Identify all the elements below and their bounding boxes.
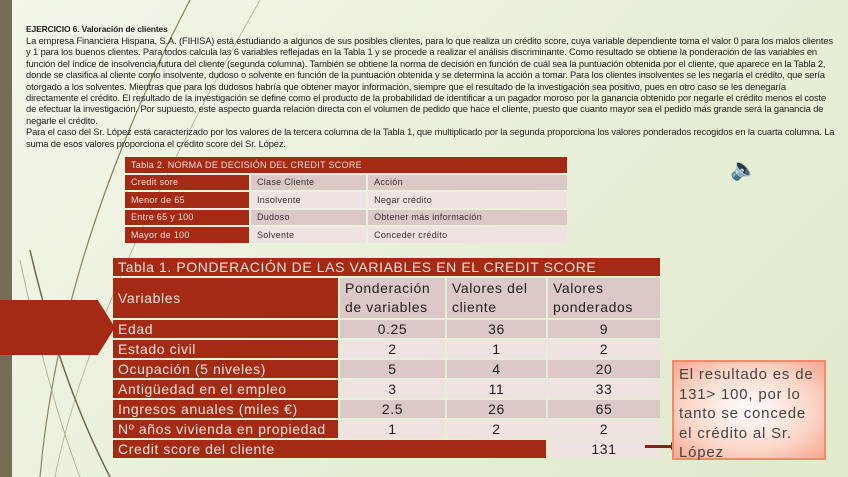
cell: Insolvente [250,192,367,208]
cell: Ocupación (5 niveles) [113,360,338,378]
table-row: Mayor de 100 Solvente Conceder crédito [125,227,567,243]
cell: 20 [548,360,660,378]
cell: 36 [447,320,546,338]
cell: 4 [447,360,546,378]
exercise-text: EJERCICIO 6. Valoración de clientes La e… [26,24,836,149]
exercise-paragraph: La empresa Financiera Hispana, S.A. (FIH… [26,35,833,126]
header-cell: Credit sore [125,174,249,190]
cell: Antigüedad en el empleo [113,380,338,398]
exercise-paragraph: Para el caso del Sr. López está caracter… [26,126,835,149]
table-1-variable-weighting: Tabla 1. PONDERACIÓN DE LAS VARIABLES EN… [111,256,662,460]
cell: 33 [548,380,660,398]
table-row: Estado civil 2 1 2 [113,340,660,358]
table-row: Credit sore Clase Cliente Acción [125,174,567,190]
table-row: Menor de 65 Insolvente Negar crédito [125,192,567,208]
decorative-arrow-shape [0,300,115,355]
connector-arrow [645,442,677,450]
total-row: Credit score del cliente 131 [113,440,660,458]
total-label: Credit score del cliente [113,440,546,458]
cell: 11 [447,380,546,398]
cell: 5 [340,360,445,378]
result-callout: El resultado es de 131> 100, por lo tant… [672,360,826,461]
cell: 2 [548,340,660,358]
cell: 1 [447,340,546,358]
cell: Edad [113,320,338,338]
table-header-row: Variables Ponderación de variables Valor… [113,278,660,318]
header-cell: Ponderación de variables [340,278,445,318]
cell: Mayor de 100 [125,227,249,243]
cell: 1 [340,420,445,438]
cell: Nº años vivienda en propiedad [113,420,338,438]
cell: 0.25 [340,320,445,338]
table-row: Edad 0.25 36 9 [113,320,660,338]
header-cell: Valores del cliente [447,278,546,318]
cell: 2 [548,420,660,438]
cell: Solvente [250,227,367,243]
slide-left-bar [0,0,12,477]
header-cell: Variables [113,278,338,318]
speaker-icon[interactable]: 🔈 [730,156,758,181]
cell: 2 [340,340,445,358]
table-title: Tabla 2. NORMA DE DECISIÓN DEL CREDIT SC… [125,157,567,173]
table-row: Entre 65 y 100 Dudoso Obtener más informac… [125,209,567,225]
header-cell: Acción [368,174,567,190]
cell: Dudoso [250,209,367,225]
table-row: Ingresos anuales (miles €) 2.5 26 65 [113,400,660,418]
cell: 26 [447,400,546,418]
cell: Conceder crédito [368,227,567,243]
cell: 2 [447,420,546,438]
cell: Obtener más información [368,209,567,225]
header-cell: Clase Cliente [250,174,367,190]
table-title: Tabla 1. PONDERACIÓN DE LAS VARIABLES EN… [113,258,660,276]
cell: 3 [340,380,445,398]
cell: 2.5 [340,400,445,418]
cell: Ingresos anuales (miles €) [113,400,338,418]
header-cell: Valores ponderados [548,278,660,318]
cell: Negar crédito [368,192,567,208]
exercise-title: EJERCICIO 6. Valoración de clientes [26,24,168,34]
cell: 65 [548,400,660,418]
total-value: 131 [548,440,660,458]
cell: Entre 65 y 100 [125,209,249,225]
table-row: Antigüedad en el empleo 3 11 33 [113,380,660,398]
cell: Menor de 65 [125,192,249,208]
cell: Estado civil [113,340,338,358]
table-row: Ocupación (5 niveles) 5 4 20 [113,360,660,378]
cell: 9 [548,320,660,338]
table-row: Nº años vivienda en propiedad 1 2 2 [113,420,660,438]
table-2-decision-rule: Tabla 2. NORMA DE DECISIÓN DEL CREDIT SC… [123,155,569,245]
